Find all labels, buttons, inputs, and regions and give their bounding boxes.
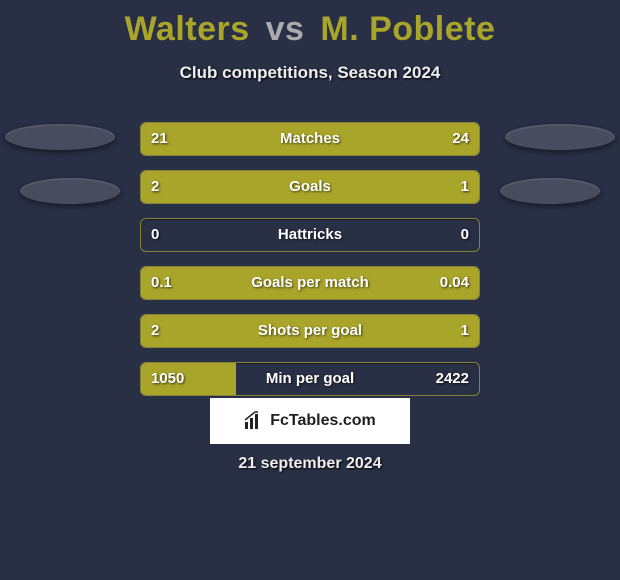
card-title: Walters vs M. Poblete <box>0 0 620 49</box>
photo-ellipse <box>20 178 120 204</box>
compare-row: 0Hattricks0 <box>140 218 480 252</box>
vs-text: vs <box>266 10 305 48</box>
compare-row: 0.1Goals per match0.04 <box>140 266 480 300</box>
row-label: Matches <box>141 123 479 155</box>
comparison-card: Walters vs M. Poblete Club competitions,… <box>0 0 620 580</box>
compare-rows: 21Matches24 2Goals1 0Hattricks0 0.1Goals pe… <box>140 122 480 410</box>
card-subtitle: Club competitions, Season 2024 <box>0 63 620 83</box>
right-value: 2422 <box>436 363 469 395</box>
source-badge: FcTables.com <box>210 398 410 444</box>
right-value: 24 <box>452 123 469 155</box>
compare-row: 1050Min per goal2422 <box>140 362 480 396</box>
row-label: Shots per goal <box>141 315 479 347</box>
right-value: 1 <box>461 315 469 347</box>
compare-row: 21Matches24 <box>140 122 480 156</box>
photo-ellipse <box>505 124 615 150</box>
source-badge-text: FcTables.com <box>270 412 376 430</box>
row-label: Min per goal <box>141 363 479 395</box>
player1-name: Walters <box>125 10 250 48</box>
bars-icon <box>244 411 264 431</box>
right-value: 0 <box>461 219 469 251</box>
compare-row: 2Shots per goal1 <box>140 314 480 348</box>
row-label: Hattricks <box>141 219 479 251</box>
source-badge-inner: FcTables.com <box>244 411 376 431</box>
card-date: 21 september 2024 <box>0 455 620 473</box>
right-value: 0.04 <box>440 267 469 299</box>
player2-name: M. Poblete <box>320 10 495 48</box>
row-label: Goals per match <box>141 267 479 299</box>
photo-ellipse <box>500 178 600 204</box>
photo-ellipse <box>5 124 115 150</box>
compare-row: 2Goals1 <box>140 170 480 204</box>
row-label: Goals <box>141 171 479 203</box>
right-value: 1 <box>461 171 469 203</box>
